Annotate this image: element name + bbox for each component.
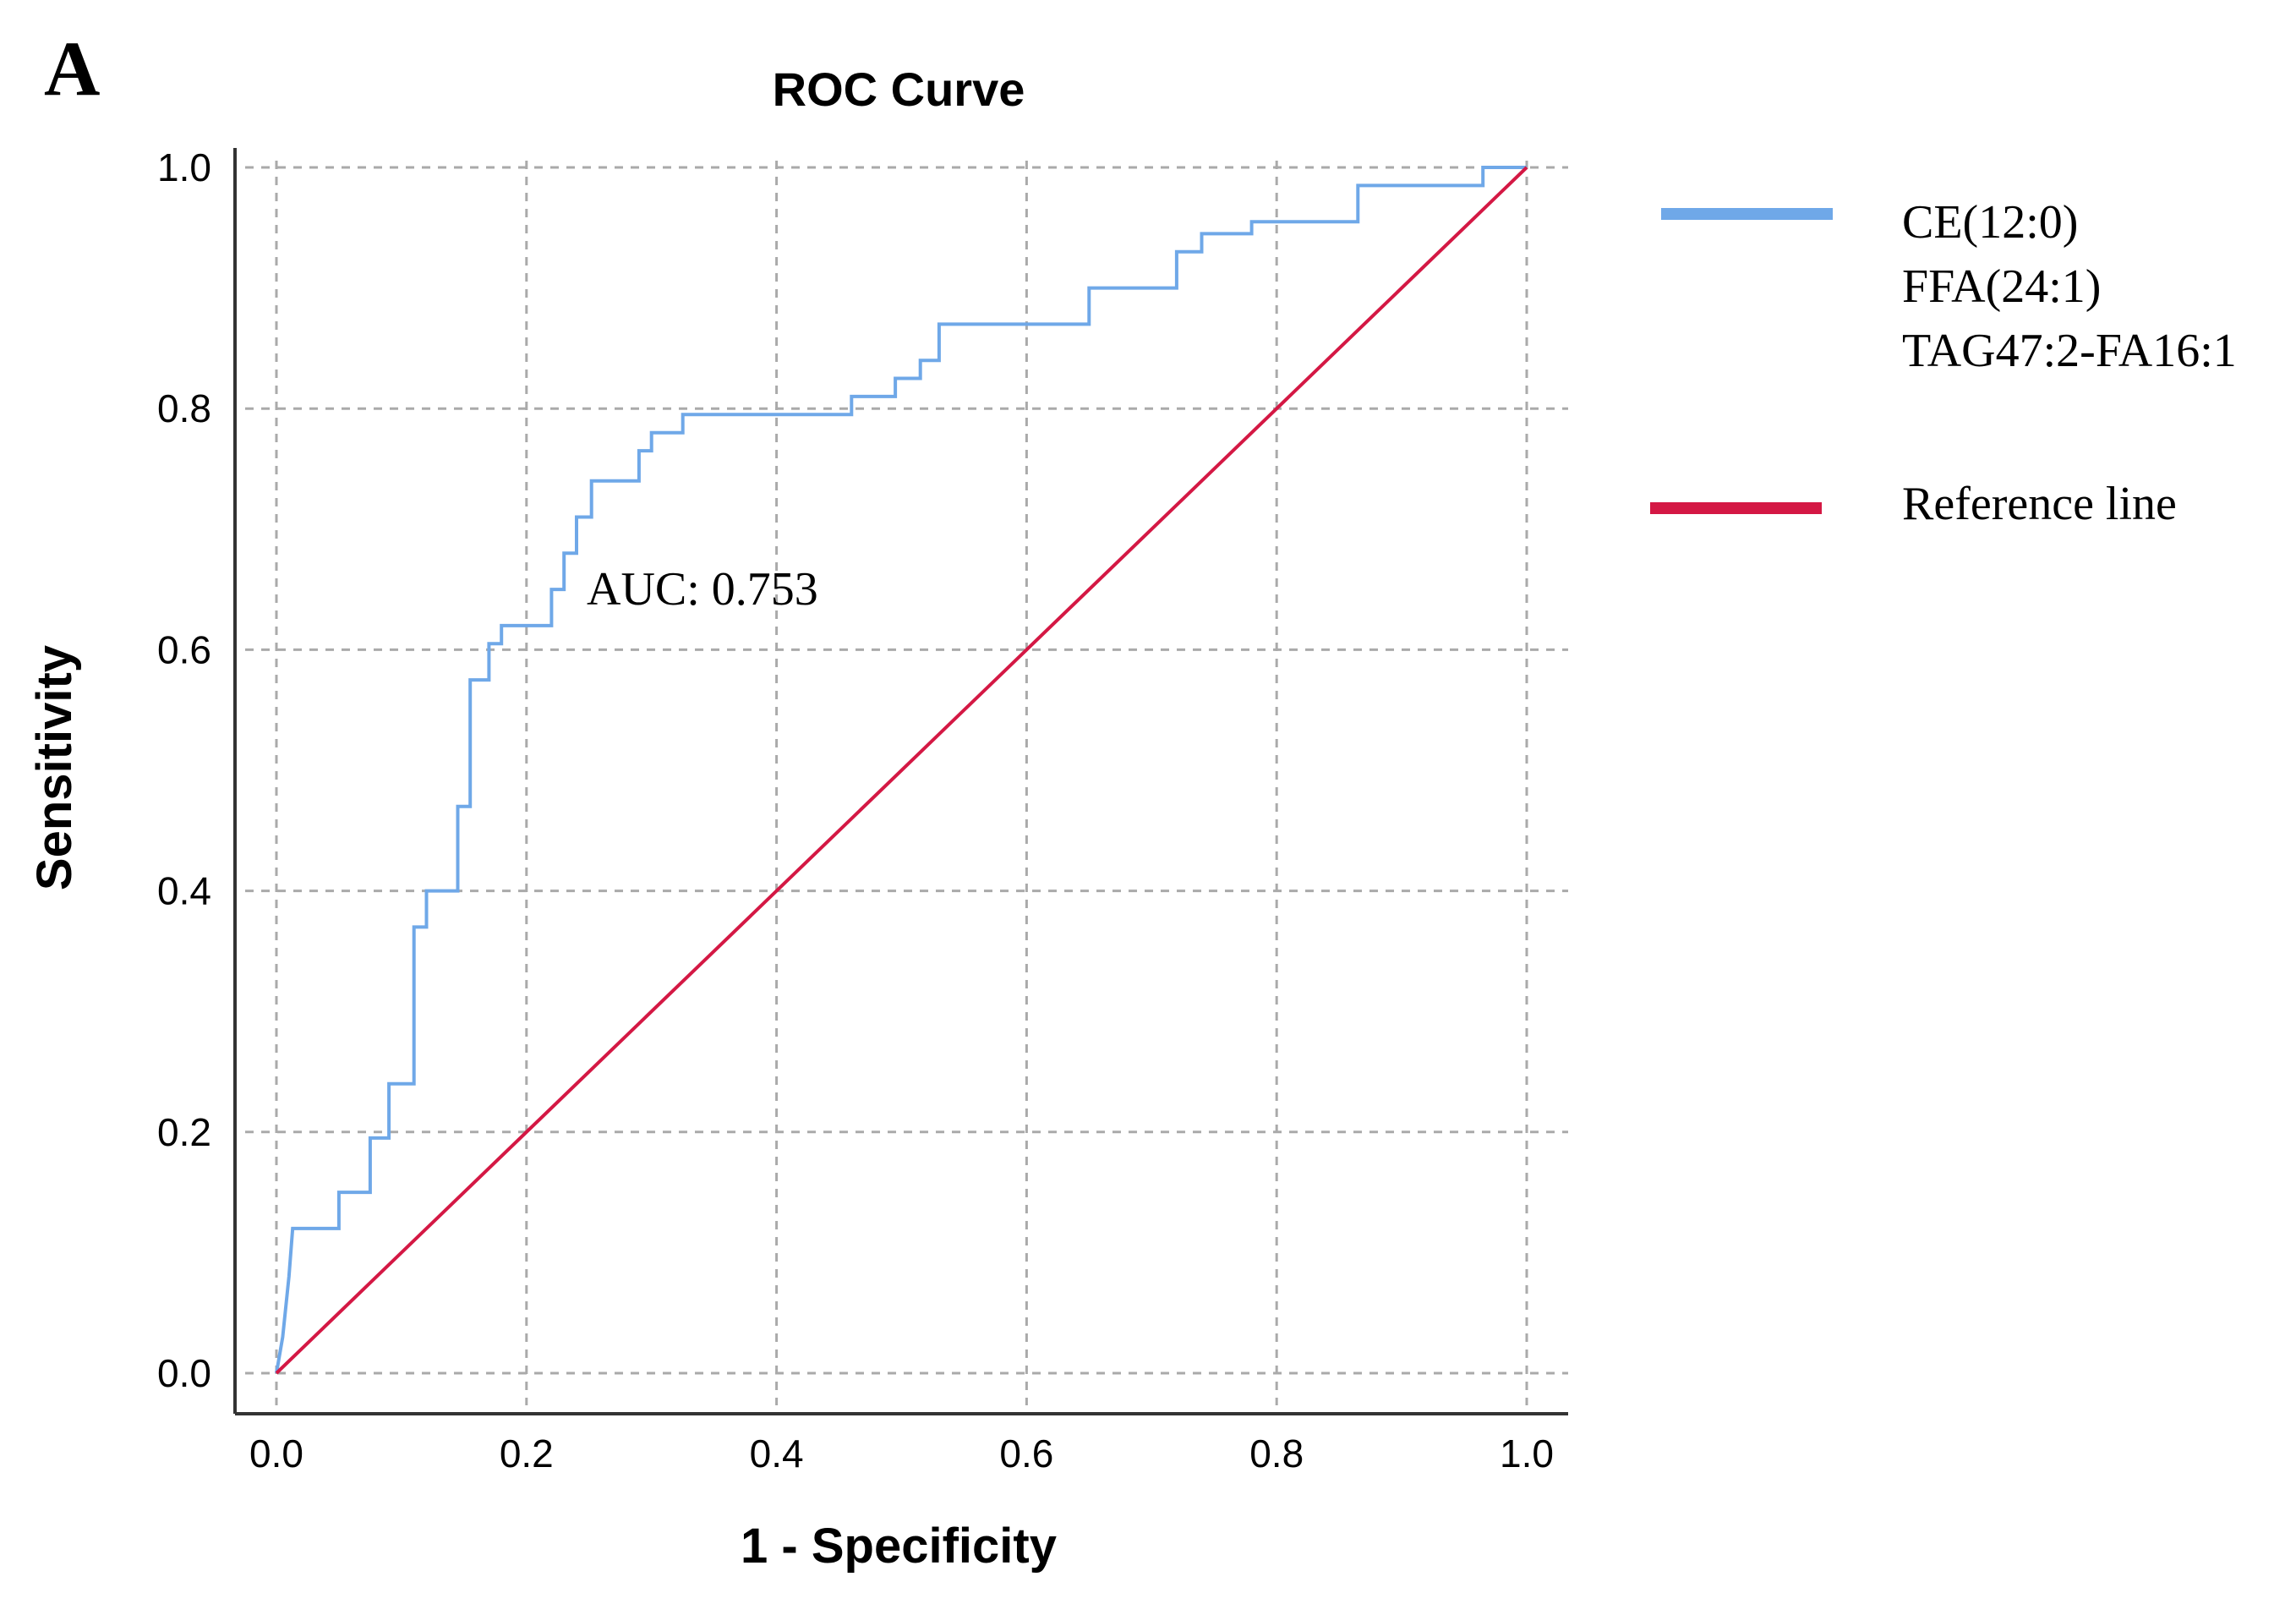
grid (245, 161, 1568, 1405)
y-tick-labels: 0.0 0.2 0.4 0.6 0.8 1.0 (157, 145, 211, 1395)
legend-label-line-1: CE(12:0) (1902, 196, 2078, 249)
y-tick-label: 1.0 (157, 145, 211, 189)
y-axis-title: Sensitivity (27, 645, 82, 890)
y-tick-label: 0.8 (157, 386, 211, 430)
x-tick-labels: 0.0 0.2 0.4 0.6 0.8 1.0 (249, 1432, 1554, 1475)
legend-label-line-2: FFA(24:1) (1902, 260, 2101, 313)
panel-label: A (44, 25, 100, 112)
auc-annotation: AUC: 0.753 (587, 563, 818, 616)
series-layer (275, 166, 1528, 1375)
x-tick-label: 1.0 (1500, 1432, 1554, 1475)
x-tick-label: 0.2 (500, 1432, 554, 1475)
reference-line (275, 166, 1528, 1375)
x-tick-label: 0.8 (1249, 1432, 1304, 1475)
y-tick-label: 0.6 (157, 627, 211, 671)
y-tick-label: 0.2 (157, 1110, 211, 1154)
x-tick-label: 0.0 (249, 1432, 303, 1475)
roc-curve-line (275, 166, 1527, 1374)
legend: CE(12:0) FFA(24:1) TAG47:2-FA16:1 Refere… (1650, 196, 2237, 530)
x-tick-label: 0.4 (750, 1432, 804, 1475)
x-tick-label: 0.6 (999, 1432, 1053, 1475)
chart-title: ROC Curve (773, 63, 1025, 116)
legend-label-reference: Reference line (1902, 478, 2177, 530)
x-axis-title: 1 - Specificity (741, 1519, 1057, 1574)
legend-label-line-3: TAG47:2-FA16:1 (1902, 325, 2237, 377)
y-tick-label: 0.4 (157, 869, 211, 913)
y-tick-label: 0.0 (157, 1351, 211, 1395)
